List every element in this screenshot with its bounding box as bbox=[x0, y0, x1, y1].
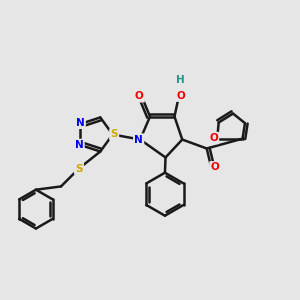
Text: S: S bbox=[75, 164, 83, 173]
Text: H: H bbox=[176, 75, 185, 85]
Text: S: S bbox=[110, 130, 118, 140]
Text: O: O bbox=[135, 91, 144, 101]
Text: O: O bbox=[209, 133, 218, 143]
Text: O: O bbox=[176, 91, 185, 101]
Text: N: N bbox=[134, 134, 143, 145]
Text: N: N bbox=[75, 140, 83, 150]
Text: O: O bbox=[210, 162, 219, 172]
Text: N: N bbox=[76, 118, 85, 128]
